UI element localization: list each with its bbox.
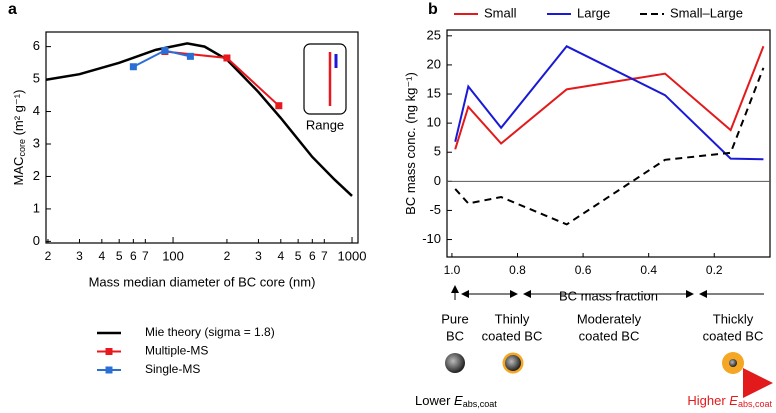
panel-title: a <box>8 1 17 18</box>
label: coated BC <box>482 328 543 343</box>
y-tick-label: 0 <box>33 233 40 248</box>
label: Higher Eabs,coat <box>687 393 772 409</box>
x-tick-label: 1.0 <box>444 263 461 277</box>
y-label-unit: (ng kg⁻¹) <box>403 72 418 127</box>
legend-label: Mie theory (sigma = 1.8) <box>145 325 275 339</box>
y-tick-label: 10 <box>427 115 441 130</box>
legend-marker <box>105 366 113 374</box>
legend-label: Multiple-MS <box>145 344 208 358</box>
x-axis-label: Mass median diameter of BC core (nm) <box>89 274 316 289</box>
y-tick-label: -5 <box>429 202 441 217</box>
y-tick-label: -10 <box>422 231 441 246</box>
label: Pure <box>441 311 468 326</box>
legend-label: Large <box>577 5 610 20</box>
x-tick-label: 7 <box>321 249 328 263</box>
y-tick-label: 5 <box>434 144 441 159</box>
y-tick-label: 3 <box>33 135 40 150</box>
x-tick-label: 2 <box>45 249 52 263</box>
x-tick-label: 0.6 <box>575 263 592 277</box>
marker <box>275 102 283 110</box>
plot-frame <box>446 29 771 258</box>
y-tick-label: 6 <box>33 38 40 53</box>
label: Lower Eabs,coat <box>415 393 497 409</box>
y-label-unit: (m² g⁻¹) <box>11 90 26 139</box>
marker <box>186 52 194 60</box>
y-tick-label: 4 <box>33 103 40 118</box>
marker <box>223 54 231 62</box>
label: Thinly <box>495 311 530 326</box>
label: coated BC <box>703 328 764 343</box>
x-tick-label: 6 <box>309 249 316 263</box>
x-tick-label: 4 <box>277 249 284 263</box>
x-tick-label: 6 <box>130 249 137 263</box>
x-tick-label: 3 <box>255 249 262 263</box>
label: BC <box>446 328 464 343</box>
legend-label: Small <box>484 5 517 20</box>
label: Thickly <box>713 311 754 326</box>
x-tick-label: 0.8 <box>509 263 526 277</box>
x-tick-label: 7 <box>142 249 149 263</box>
label: Moderately <box>577 311 642 326</box>
marker <box>129 63 137 71</box>
x-tick-label: 0.4 <box>640 263 657 277</box>
x-tick-label: 4 <box>98 249 105 263</box>
range-inset: Range <box>303 43 347 132</box>
x-tick-label: 5 <box>116 249 123 263</box>
x-tick-label: 100 <box>162 248 184 263</box>
label: coated BC <box>579 328 640 343</box>
series-line <box>45 42 353 197</box>
y-tick-label: 15 <box>427 85 441 100</box>
y-tick-label: 20 <box>427 56 441 71</box>
legend-label: Small–Large <box>670 5 743 20</box>
y-label-main: BC mass conc. <box>403 127 418 214</box>
panel-title: b <box>428 1 438 18</box>
y-tick-label: 2 <box>33 168 40 183</box>
legend-marker <box>105 348 113 355</box>
y-axis-label: MACcore (m² g⁻¹) <box>11 90 27 186</box>
x-tick-label: 2 <box>224 249 231 263</box>
y-tick-label: 1 <box>33 200 40 215</box>
y-axis-label: BC mass conc. (ng kg⁻¹) <box>403 72 418 215</box>
x-tick-label: 0.2 <box>706 263 723 277</box>
y-tick-label: 0 <box>434 173 441 188</box>
y-label-sub: core <box>17 139 27 157</box>
plot-frame <box>45 31 359 244</box>
series-line <box>454 45 764 161</box>
coating-diagram: Pure BC Thinly coated BC Moderately coat… <box>415 285 773 409</box>
y-tick-label: 25 <box>427 27 441 42</box>
x-tick-label: 1000 <box>338 248 367 263</box>
x-tick-label: 3 <box>76 249 83 263</box>
annotation: Range <box>306 117 344 132</box>
series-line <box>454 67 765 226</box>
marker <box>161 47 169 55</box>
x-tick-label: 5 <box>295 249 302 263</box>
y-label-main: MAC <box>11 157 26 186</box>
legend-label: Single-MS <box>145 362 200 376</box>
series-line <box>454 45 765 150</box>
y-tick-label: 5 <box>33 71 40 86</box>
x-axis-label: BC mass fraction <box>559 288 658 303</box>
